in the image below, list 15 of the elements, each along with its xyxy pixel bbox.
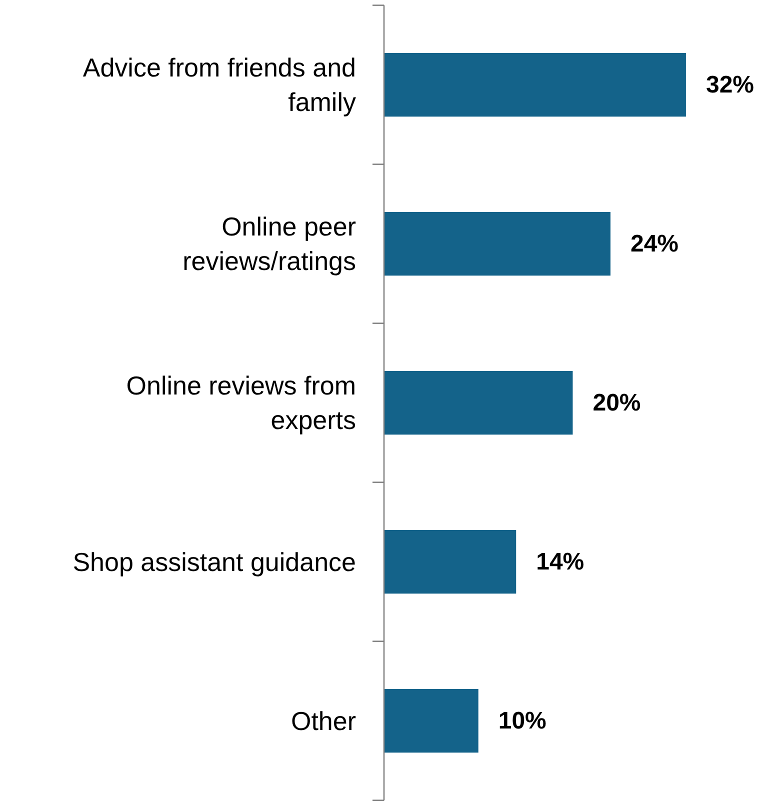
y-tick-label: Online peer reviews/ratings [182,212,356,276]
data-label: 20% [592,389,641,416]
y-tick-label: Advice from friends and family [82,52,356,118]
data-label: 10% [498,707,546,734]
bar [384,370,573,435]
data-label: 14% [536,548,584,576]
bar [384,52,686,117]
y-tick-label: Shop assistant guidance [72,546,356,577]
bar [384,689,478,753]
data-label: 24% [630,230,679,258]
data-label: 32% [706,71,754,98]
bar [384,530,516,594]
y-tick-label: Online reviews from experts [126,370,356,436]
y-tick-label: Other [290,706,356,736]
bar [384,212,610,276]
